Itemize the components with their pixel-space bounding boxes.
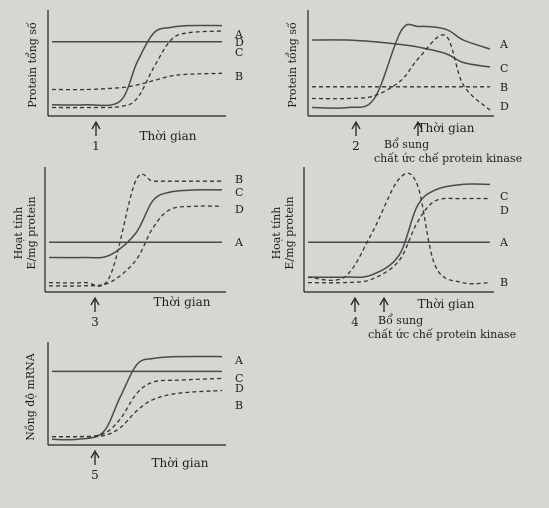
series-label-C: C (500, 190, 508, 203)
inhibitor-annotation-line1: Bổ sung (384, 138, 429, 151)
y-axis-label-line2: E/mg protein (25, 196, 38, 269)
y-axis-label: Hoạt tínhE/mg protein (12, 196, 38, 269)
y-axis-label-line1: Hoạt tính (12, 207, 25, 260)
inhibitor-annotation-line2: chất ức chế protein kinase (368, 328, 516, 341)
series-label-B: B (235, 70, 243, 83)
series-label-B: B (500, 276, 508, 289)
series-line-D (307, 197, 491, 284)
marker-label: 3 (91, 315, 99, 329)
series-label-B: B (235, 173, 243, 186)
inhibitor-annotation-line2: chất ức chế protein kinase (374, 152, 522, 165)
series-label-A: A (499, 38, 509, 51)
y-axis-label-line2: E/mg protein (283, 196, 296, 269)
series-label-C: C (500, 62, 508, 75)
series-label-C: C (235, 372, 243, 385)
y-axis-label-line1: Hoạt tính (270, 207, 283, 260)
series-label-B: B (235, 399, 243, 412)
series-line-B (48, 173, 222, 287)
series-line-D (311, 34, 491, 111)
arrow-head-2 (413, 120, 423, 130)
series-label-D: D (500, 204, 509, 217)
arrow-head (91, 120, 101, 130)
y-axis-label: Nồng độ mRNA (24, 352, 37, 440)
series-label-A: A (499, 236, 509, 249)
series-label-C: C (235, 46, 243, 59)
series-line-A (51, 24, 223, 107)
inhibitor-annotation: Bổ sung chất ức chế protein kinase (368, 314, 516, 341)
chart-panel-3: Hoạt tínhE/mg protein Thời gian 3 BCD A (12, 167, 244, 329)
series-label-D: D (235, 382, 244, 395)
x-axis-label: Thời gian (139, 129, 196, 143)
arrow-head (90, 449, 100, 459)
series-label-A: A (234, 28, 244, 41)
chart-panel-4: Hoạt tínhE/mg protein Thời gian 4 Bổ sung ch… (270, 167, 516, 341)
series-line-A (51, 355, 223, 441)
marker-label: 4 (351, 315, 359, 329)
series-label-A: A (234, 354, 244, 367)
chart-panel-2: Protein tổng số Thời gian 2 Bổ sung chất ức … (286, 10, 522, 165)
series-line-B (51, 389, 223, 438)
arrow-head (90, 296, 100, 306)
series-label-B: B (500, 81, 508, 94)
series-label-A: A (234, 236, 244, 249)
x-axis-label: Thời gian (153, 295, 210, 309)
x-axis-label: Thời gian (417, 121, 474, 135)
inhibitor-annotation: Bổ sung chất ức chế protein kinase (374, 138, 522, 165)
series-line-C (307, 183, 491, 279)
x-axis-label: Thời gian (417, 297, 474, 311)
series-line-D (51, 30, 223, 109)
series-line-A (311, 23, 491, 109)
x-axis-label: Thời gian (151, 456, 208, 470)
series-line-D (51, 377, 223, 438)
y-axis-label: Protein tổng số (26, 22, 39, 108)
arrow-head-2 (379, 296, 389, 306)
y-axis-label: Hoạt tínhE/mg protein (270, 196, 296, 269)
series-line-B (51, 72, 223, 91)
y-axis-label: Protein tổng số (286, 22, 299, 108)
inhibitor-annotation-line1: Bổ sung (378, 314, 423, 327)
series-line-C (48, 188, 223, 259)
arrow-head (351, 120, 361, 130)
series-label-C: C (235, 186, 243, 199)
series-line-B (307, 172, 491, 285)
series-line-C (311, 39, 491, 68)
series-label-D: D (235, 203, 244, 216)
series-label-D: D (235, 36, 244, 49)
marker-label: 2 (352, 139, 360, 153)
series-line-D (48, 205, 223, 287)
marker-label: 5 (91, 468, 99, 482)
marker-label: 1 (92, 139, 100, 153)
series-label-D: D (500, 100, 509, 113)
arrow-head (350, 296, 360, 306)
